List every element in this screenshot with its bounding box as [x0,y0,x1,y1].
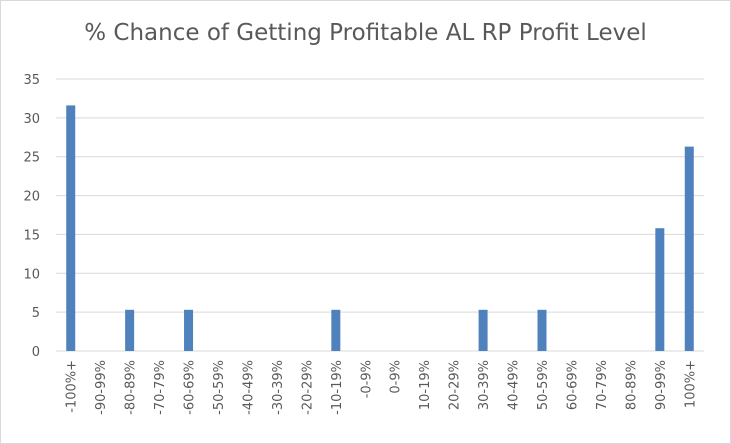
bars [66,105,694,352]
x-tick-label: -40-49% [241,360,256,415]
bar [66,105,76,352]
x-tick-label: -60-69% [183,360,198,415]
x-tick-label: 30-39% [477,360,492,410]
x-tick-label: -20-29% [300,360,315,415]
x-tick-label: 50-59% [536,360,551,410]
x-tick-label: 60-69% [565,360,580,410]
x-tick-label: 90-99% [654,360,669,410]
bar [684,146,694,351]
x-tick-label: -100%+ [65,360,80,413]
x-tick-label: -80-89% [124,360,139,415]
bar [655,228,665,351]
x-tick-label: 40-49% [507,360,522,410]
y-tick-label: 10 [23,267,40,282]
x-tick-label: -70-79% [153,360,168,415]
bar [125,309,135,351]
x-tick-label: 0-9% [389,360,404,394]
y-axis: 0 5 10 15 20 25 30 35 [23,73,40,360]
y-tick-label: 25 [23,151,40,166]
y-tick-label: 30 [23,112,40,127]
bar [478,309,488,351]
x-tick-label: 80-89% [624,360,639,410]
x-tick-label: -90-99% [94,360,109,415]
y-tick-label: 20 [23,190,40,205]
y-tick-label: 5 [32,306,40,321]
x-tick-label: 100%+ [683,360,698,408]
x-tick-label: 70-79% [595,360,610,410]
x-tick-label: -50-59% [212,360,227,415]
x-tick-label: -30-39% [271,360,286,415]
bar [184,309,194,351]
bar [537,309,547,351]
x-tick-label: -10-19% [330,360,345,415]
x-tick-label: -0-9% [359,360,374,398]
y-tick-label: 35 [23,73,40,88]
bar [331,309,341,351]
x-tick-label: 10-19% [418,360,433,410]
y-tick-label: 0 [32,345,40,360]
chart-title: % Chance of Getting Profitable AL RP Pro… [84,20,647,46]
y-tick-label: 15 [23,228,40,243]
gridlines [56,78,704,352]
x-tick-label: 20-29% [448,360,463,410]
x-axis: -100%+ -90-99% -80-89% -70-79% -60-69% -50-59… [65,360,699,415]
